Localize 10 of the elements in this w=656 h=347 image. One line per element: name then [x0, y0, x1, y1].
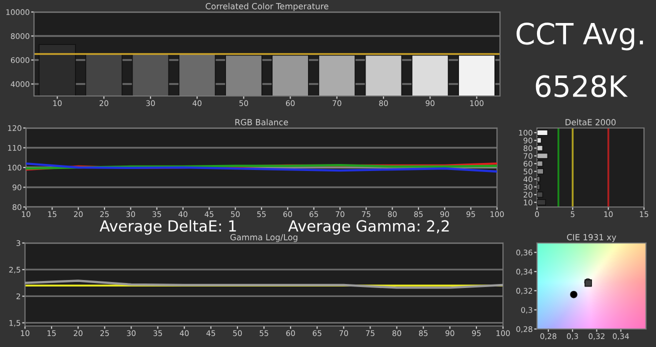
text: 6528K [536, 75, 628, 98]
chart-title: DeltaE 2000 [566, 118, 616, 126]
text: Average Gamma: 2,2 [288, 220, 449, 235]
line-series [25, 280, 503, 289]
text: Average DeltaE: 1 [100, 220, 236, 235]
chart-title: CIE 1931 xy [567, 234, 616, 242]
text: CCT Avg. [516, 22, 643, 50]
chart-title: Gamma Log/Log [230, 234, 298, 242]
chart-title: Correlated Color Temperature [206, 2, 328, 11]
chart-title: RGB Balance [235, 118, 288, 126]
